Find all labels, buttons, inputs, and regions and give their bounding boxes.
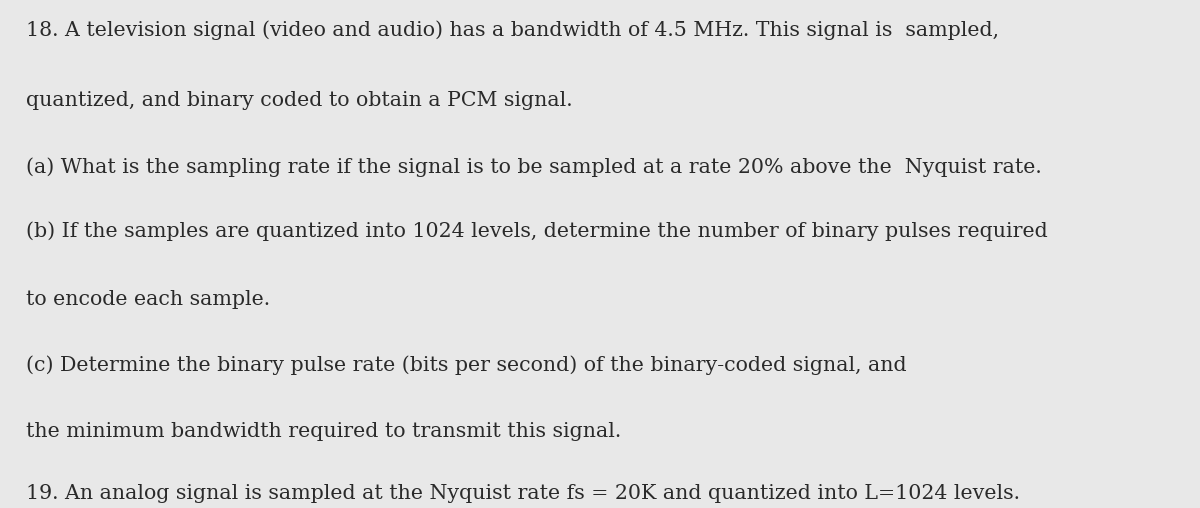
Text: (c) Determine the binary pulse rate (bits per second) of the binary-coded signal: (c) Determine the binary pulse rate (bit… <box>26 356 907 375</box>
Text: quantized, and binary coded to obtain a PCM signal.: quantized, and binary coded to obtain a … <box>26 91 574 110</box>
Text: (b) If the samples are quantized into 1024 levels, determine the number of binar: (b) If the samples are quantized into 10… <box>26 221 1048 241</box>
Text: 19. An analog signal is sampled at the Nyquist rate fs = 20K and quantized into : 19. An analog signal is sampled at the N… <box>26 484 1020 502</box>
Text: the minimum bandwidth required to transmit this signal.: the minimum bandwidth required to transm… <box>26 422 622 440</box>
Text: 18. A television signal (video and audio) has a bandwidth of 4.5 MHz. This signa: 18. A television signal (video and audio… <box>26 20 1000 40</box>
Text: to encode each sample.: to encode each sample. <box>26 290 270 308</box>
Text: (a) What is the sampling rate if the signal is to be sampled at a rate 20% above: (a) What is the sampling rate if the sig… <box>26 157 1042 177</box>
